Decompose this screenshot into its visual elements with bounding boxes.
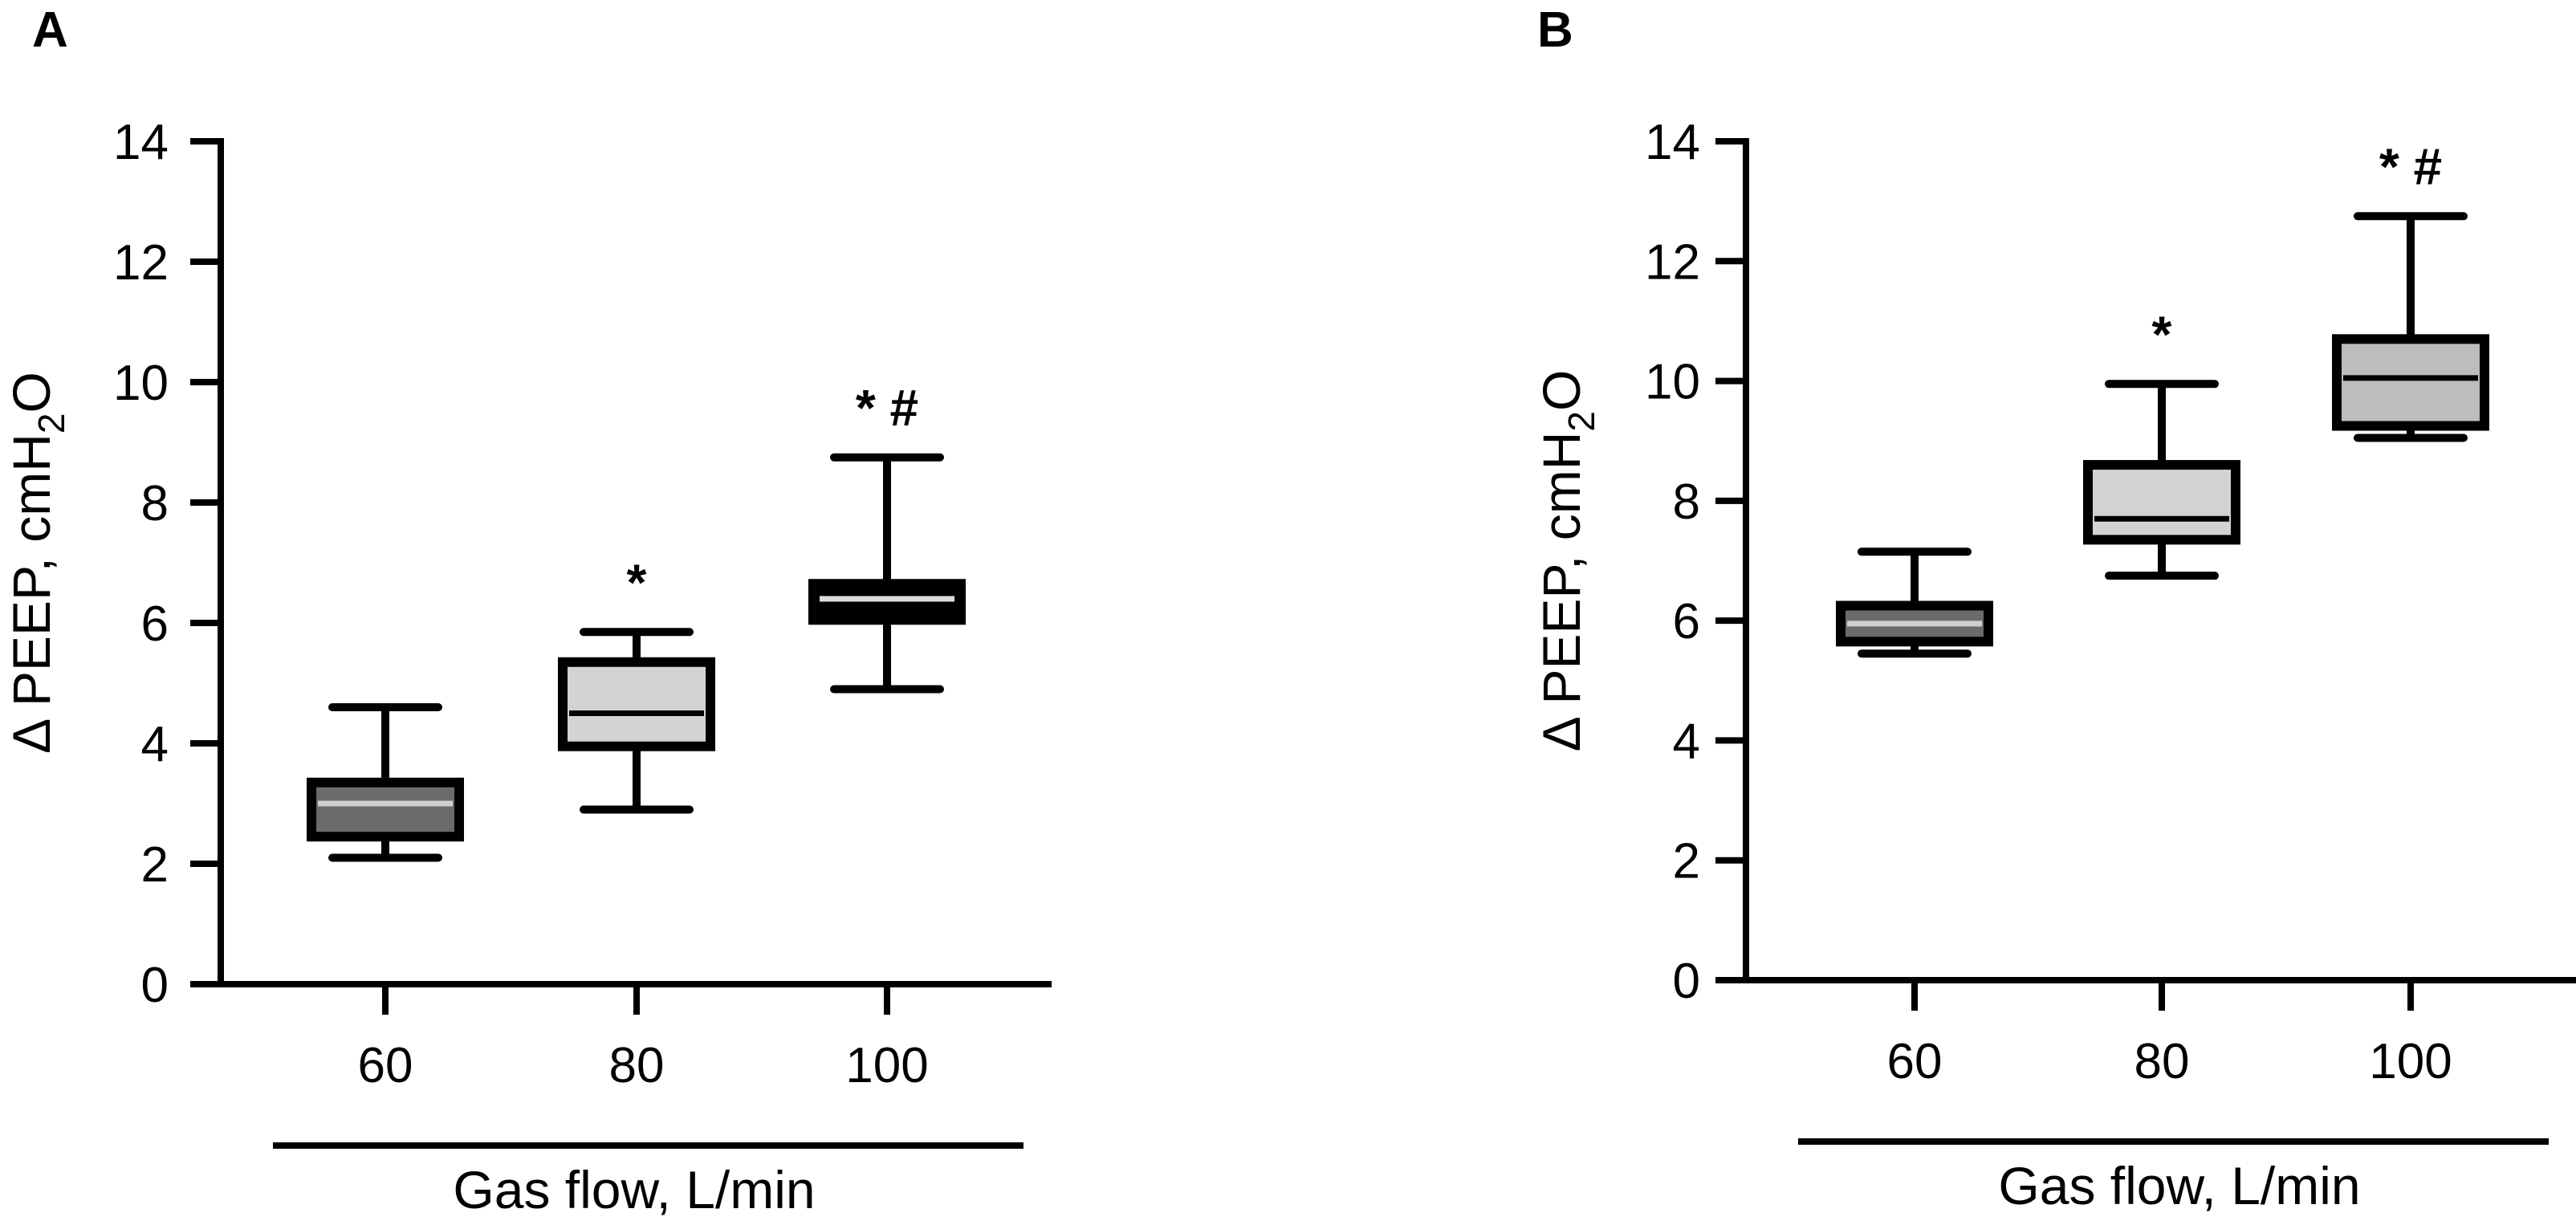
y-axis-title-end: O <box>1532 370 1591 411</box>
box-60 <box>1836 547 1993 658</box>
y-tick-label: 8 <box>1673 474 1700 530</box>
x-axis-title: Gas flow, L/min <box>453 1160 815 1219</box>
significance-annotation: * # <box>2379 137 2442 195</box>
y-tick-label: 6 <box>1673 594 1700 649</box>
y-axis-title-subscript: 2 <box>31 413 72 434</box>
y-tick-label: 2 <box>141 837 169 893</box>
box-80: * <box>558 553 715 814</box>
significance-annotation: * <box>2152 305 2172 363</box>
significance-annotation: * <box>627 553 647 611</box>
box-iqr <box>2083 460 2240 545</box>
y-tick-label: 0 <box>141 958 169 1013</box>
panel-label: B <box>1537 2 1573 58</box>
y-axis-title-subscript: 2 <box>1561 411 1602 432</box>
y-axis-title-main: Δ PEEP, cmH <box>1532 432 1591 752</box>
y-tick-label: 8 <box>141 476 169 531</box>
x-tick-label: 60 <box>358 1038 413 1093</box>
y-tick-label: 6 <box>141 596 169 652</box>
panel-label: A <box>32 2 68 58</box>
y-axis-title-end: O <box>2 372 61 413</box>
box-iqr <box>2332 334 2489 431</box>
y-tick-label: 12 <box>1645 234 1700 290</box>
x-tick-label: 100 <box>845 1038 928 1093</box>
y-tick-label: 10 <box>113 356 169 411</box>
y-tick-label: 4 <box>1673 714 1700 769</box>
y-tick-label: 12 <box>113 235 169 291</box>
x-axis-title: Gas flow, L/min <box>1998 1156 2360 1215</box>
box-80: * <box>2083 305 2240 580</box>
y-tick-label: 4 <box>141 717 169 772</box>
y-tick-label: 14 <box>113 115 169 170</box>
significance-annotation: * # <box>856 379 918 437</box>
box-100: * # <box>808 379 966 694</box>
box-iqr <box>558 657 715 751</box>
y-tick-label: 14 <box>1645 115 1700 170</box>
box-60 <box>307 703 464 862</box>
y-tick-label: 0 <box>1673 954 1700 1009</box>
x-tick-label: 80 <box>609 1038 665 1093</box>
y-axis-title: Δ PEEP, cmH2O <box>1532 370 1602 752</box>
y-axis-title-main: Δ PEEP, cmH <box>2 433 61 754</box>
x-tick-label: 100 <box>2369 1034 2452 1089</box>
box-iqr <box>307 777 464 842</box>
x-tick-label: 80 <box>2134 1034 2190 1089</box>
y-axis-title: Δ PEEP, cmH2O <box>2 372 72 754</box>
y-tick-label: 10 <box>1645 355 1700 410</box>
box-100: * # <box>2332 137 2489 442</box>
y-tick-label: 2 <box>1673 834 1700 889</box>
box-iqr <box>808 579 966 625</box>
x-tick-label: 60 <box>1887 1034 1943 1089</box>
